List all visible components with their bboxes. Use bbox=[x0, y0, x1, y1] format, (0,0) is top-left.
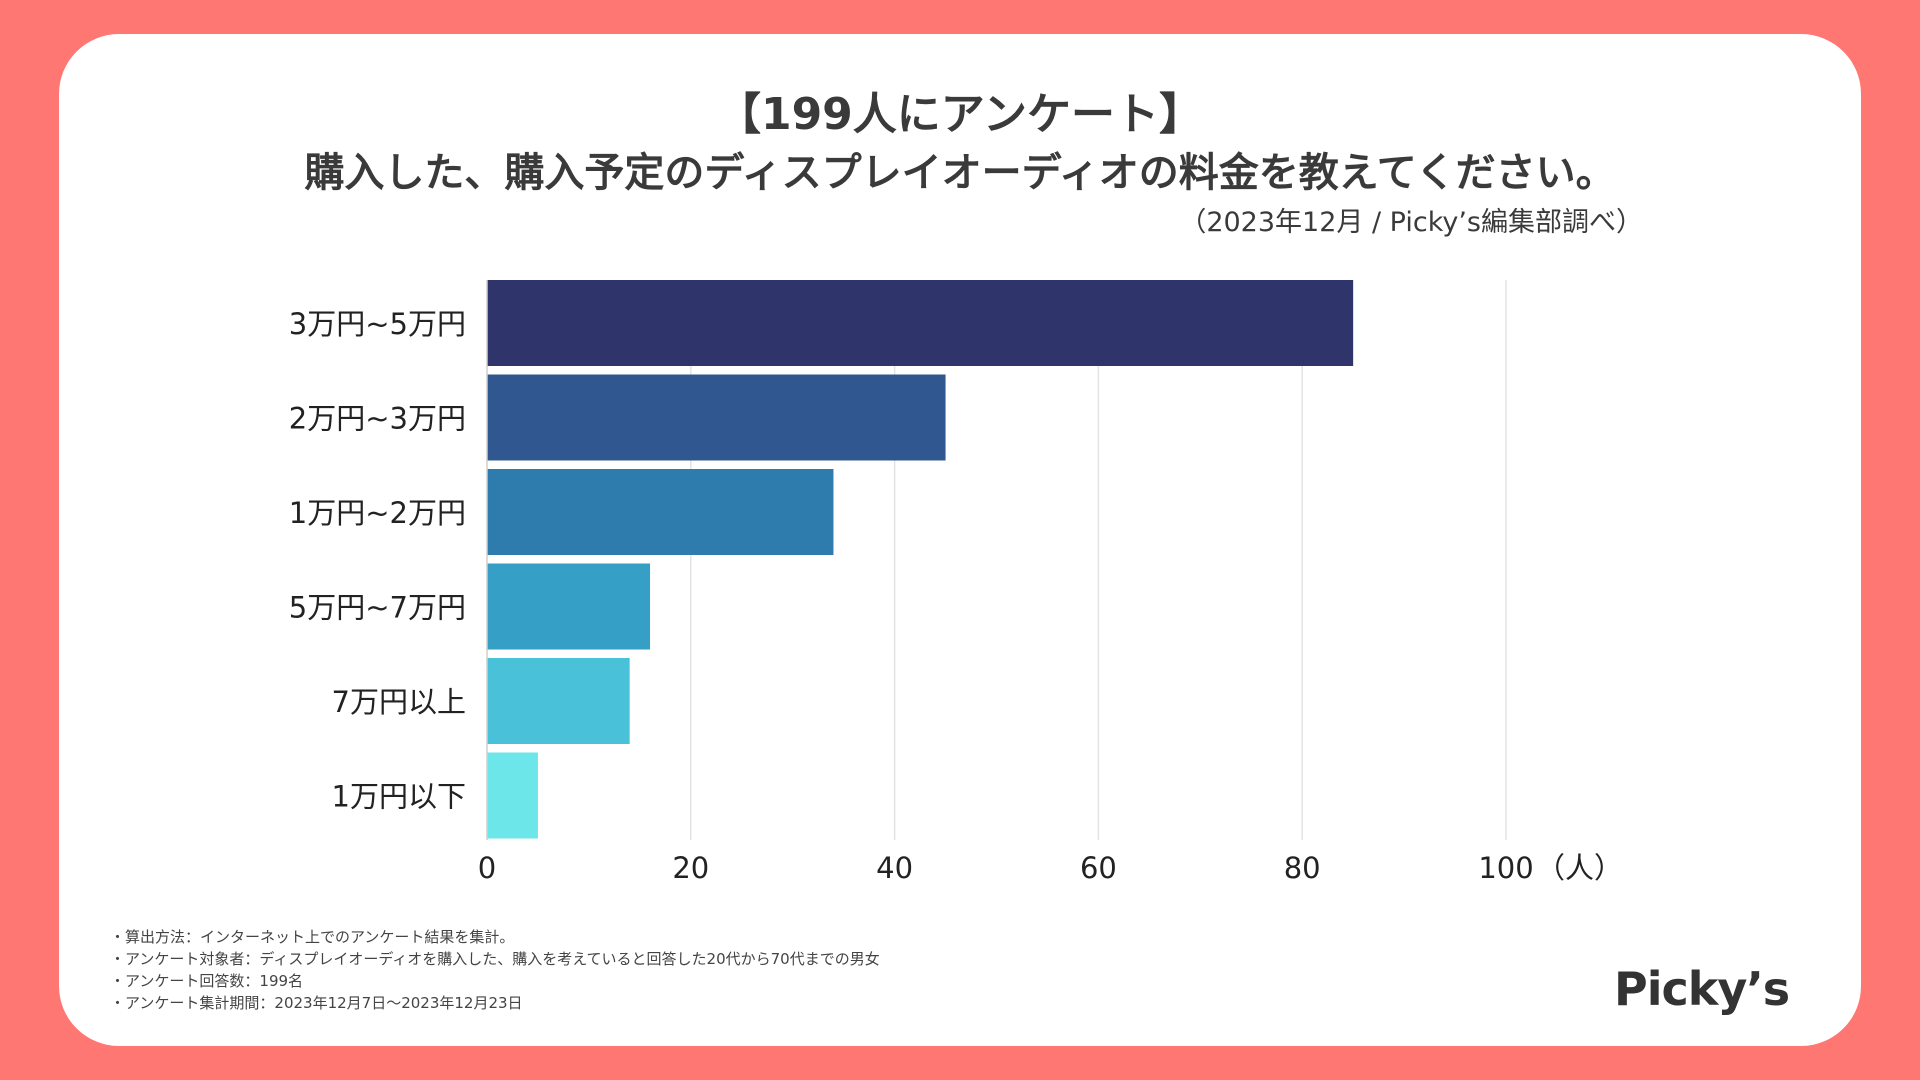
chart-title-line2: 購入した、購入予定のディスプレイオーディオの料金を教えてください。 bbox=[304, 150, 1616, 196]
bar-2 bbox=[487, 469, 834, 555]
x-unit-label: （人） bbox=[1536, 851, 1623, 885]
note-count: ・アンケート回答数：199名 bbox=[110, 972, 304, 990]
note-target: ・アンケート対象者：ディスプレイオーディオを購入した、購入を考えていると回答した… bbox=[110, 950, 880, 968]
category-label-5: 1万円以下 bbox=[332, 780, 466, 814]
bar-4 bbox=[487, 658, 630, 744]
x-tick-label-80: 80 bbox=[1284, 851, 1321, 885]
chart-title-line1: 【199人にアンケート】 bbox=[716, 89, 1204, 140]
bar-0 bbox=[487, 280, 1354, 366]
pickys-logo: Picky’s bbox=[1614, 962, 1790, 1016]
note-method: ・算出方法：インターネット上でのアンケート結果を集計。 bbox=[110, 928, 515, 946]
category-label-3: 5万円~7万円 bbox=[289, 591, 466, 625]
category-label-2: 1万円~2万円 bbox=[289, 496, 466, 530]
bar-1 bbox=[487, 374, 946, 461]
survey-notes: ・算出方法：インターネット上でのアンケート結果を集計。 ・アンケート対象者：ディ… bbox=[110, 926, 880, 1014]
x-tick-label-60: 60 bbox=[1080, 851, 1117, 885]
bar-3 bbox=[487, 563, 651, 650]
note-period: ・アンケート集計期間：2023年12月7日〜2023年12月23日 bbox=[110, 994, 523, 1012]
bar-5 bbox=[487, 752, 538, 839]
category-label-4: 7万円以上 bbox=[332, 685, 466, 719]
category-label-1: 2万円~3万円 bbox=[289, 402, 466, 436]
x-tick-label-20: 20 bbox=[672, 851, 709, 885]
x-tick-label-100: 100 bbox=[1478, 851, 1533, 885]
x-tick-label-40: 40 bbox=[876, 851, 913, 885]
card bbox=[59, 34, 1861, 1046]
category-label-0: 3万円~5万円 bbox=[289, 307, 466, 341]
x-tick-label-0: 0 bbox=[478, 851, 496, 885]
chart-source: （2023年12月 / Picky’s編集部調べ） bbox=[1179, 207, 1643, 238]
